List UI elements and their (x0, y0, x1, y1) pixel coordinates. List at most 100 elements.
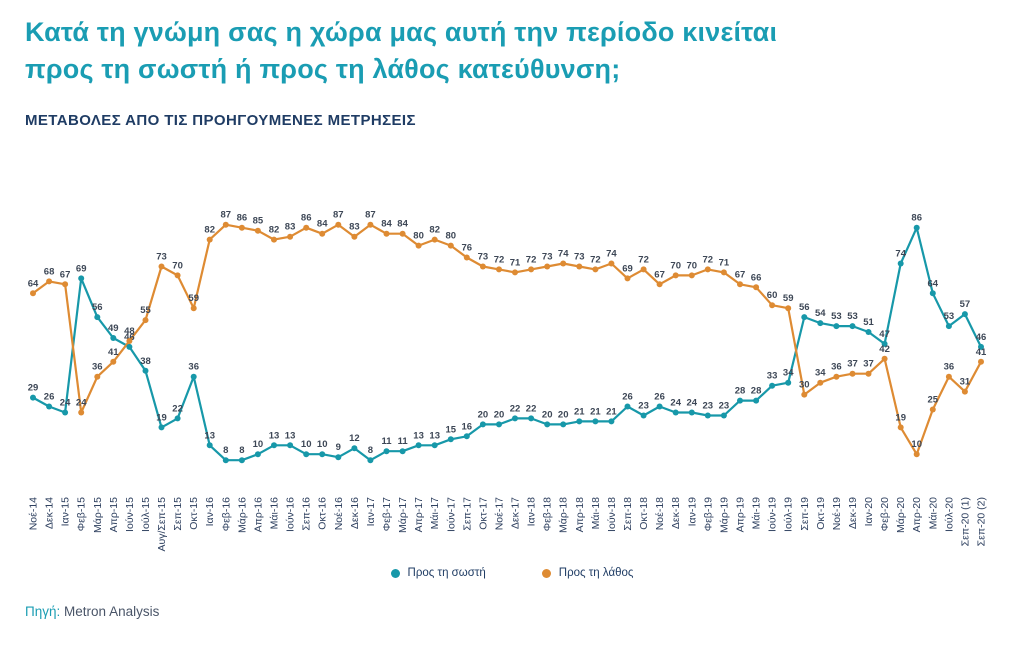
x-axis-label: Ιαν-20 (863, 497, 875, 527)
x-axis-label: Ιαν-17 (365, 497, 377, 527)
data-point-marker (303, 224, 310, 231)
x-axis-label: Ιούν-15 (124, 497, 136, 532)
x-axis-label: Μάρ-17 (397, 497, 409, 533)
x-axis-label: Απρ-18 (574, 497, 586, 533)
data-label: 30 (799, 380, 810, 391)
data-label: 22 (510, 403, 521, 414)
x-axis-label: Φεβ-17 (381, 497, 393, 531)
data-point-marker (415, 242, 422, 249)
data-point-marker (817, 320, 824, 327)
x-axis-label: Μάρ-19 (718, 497, 730, 533)
data-point-marker (319, 230, 326, 237)
legend-marker-wrong-icon (541, 568, 551, 578)
data-label: 21 (574, 406, 585, 417)
data-label: 15 (446, 424, 457, 435)
data-label: 23 (638, 401, 649, 412)
data-label: 86 (237, 213, 248, 224)
data-label: 48 (124, 326, 135, 337)
data-point-marker (817, 379, 824, 386)
data-label: 36 (944, 362, 955, 373)
data-point-marker (367, 457, 374, 464)
data-label: 54 (815, 308, 826, 319)
data-label: 10 (301, 439, 312, 450)
x-axis-label: Ιούν-19 (767, 497, 779, 532)
data-point-marker (383, 448, 390, 455)
data-point-marker (608, 260, 615, 267)
x-axis-label: Νοέ-16 (333, 497, 345, 530)
x-axis-label: Σεπ-16 (301, 497, 313, 531)
data-label: 80 (446, 231, 457, 242)
data-label: 87 (221, 210, 232, 221)
data-label: 8 (239, 445, 244, 456)
x-axis-label: Αυγ/Σεπ-15 (156, 497, 168, 552)
data-label: 64 (28, 278, 39, 289)
data-label: 13 (413, 430, 424, 441)
data-point-marker (704, 266, 711, 273)
data-point-marker (945, 323, 952, 330)
data-point-marker (335, 221, 342, 228)
x-axis-label: Σεπ-18 (622, 497, 634, 531)
data-point-marker (271, 236, 277, 243)
data-point-marker (737, 281, 743, 288)
data-label: 19 (156, 412, 167, 423)
data-point-marker (126, 343, 133, 350)
data-label: 80 (413, 231, 424, 242)
data-point-marker (78, 275, 85, 282)
data-label: 86 (301, 213, 312, 224)
data-point-marker (319, 451, 326, 458)
data-label: 21 (606, 406, 617, 417)
data-label: 8 (368, 445, 373, 456)
x-axis-label: Οκτ-15 (188, 497, 200, 530)
data-label: 72 (526, 254, 537, 265)
data-point-marker (961, 311, 968, 318)
chart-subtitle: ΜΕΤΑΒΟΛΕΣ ΑΠΟ ΤΙΣ ΠΡΟΗΓΟΥΜΕΝΕΣ ΜΕΤΡΗΣΕΙΣ (25, 112, 416, 129)
data-label: 66 (751, 272, 762, 283)
data-point-marker (351, 445, 358, 452)
data-label: 53 (847, 311, 858, 322)
data-point-marker (945, 373, 952, 380)
data-label: 84 (317, 219, 328, 230)
data-label: 10 (317, 439, 328, 450)
x-axis-label: Δεκ-17 (510, 497, 522, 529)
data-label: 20 (494, 409, 505, 420)
x-axis-label: Οκτ-18 (638, 497, 650, 530)
data-label: 67 (60, 269, 71, 280)
x-axis-label: Δεκ-16 (349, 497, 361, 529)
legend-marker-right-icon (390, 568, 400, 578)
data-point-marker (399, 448, 406, 455)
data-point-marker (110, 358, 117, 365)
data-point-marker (978, 343, 984, 350)
data-point-marker (608, 418, 615, 425)
data-point-marker (174, 415, 181, 422)
data-label: 20 (558, 409, 569, 420)
data-point-marker (881, 340, 888, 347)
data-point-marker (688, 272, 695, 279)
x-axis-label: Οκτ-16 (317, 497, 329, 530)
data-label: 70 (172, 260, 183, 271)
data-label: 71 (719, 257, 730, 268)
source-value: Metron Analysis (64, 604, 160, 619)
data-point-marker (544, 421, 551, 428)
data-point-marker (720, 269, 727, 276)
data-point-marker (737, 397, 743, 404)
x-axis-label: Μάι-19 (751, 497, 763, 529)
data-point-marker (46, 278, 53, 285)
x-axis-label: Απρ-19 (735, 497, 747, 533)
x-axis-label: Νοέ-19 (831, 497, 843, 530)
data-label: 23 (719, 401, 730, 412)
data-point-marker (431, 236, 438, 243)
data-point-marker (913, 224, 920, 231)
data-label: 69 (76, 263, 87, 274)
data-label: 49 (108, 323, 119, 334)
data-point-marker (287, 442, 294, 449)
data-label: 84 (381, 219, 392, 230)
x-axis-label: Φεβ-20 (879, 497, 891, 531)
data-point-marker (335, 454, 342, 461)
x-axis-label: Απρ-20 (911, 497, 923, 533)
x-axis-label: Φεβ-18 (542, 497, 554, 531)
data-label: 82 (269, 225, 280, 236)
chart-title-line1: Κατά τη γνώμη σας η χώρα μας αυτή την πε… (25, 17, 778, 47)
data-label: 67 (654, 269, 665, 280)
x-axis-label: Δεκ-19 (847, 497, 859, 529)
data-label: 51 (863, 317, 874, 328)
